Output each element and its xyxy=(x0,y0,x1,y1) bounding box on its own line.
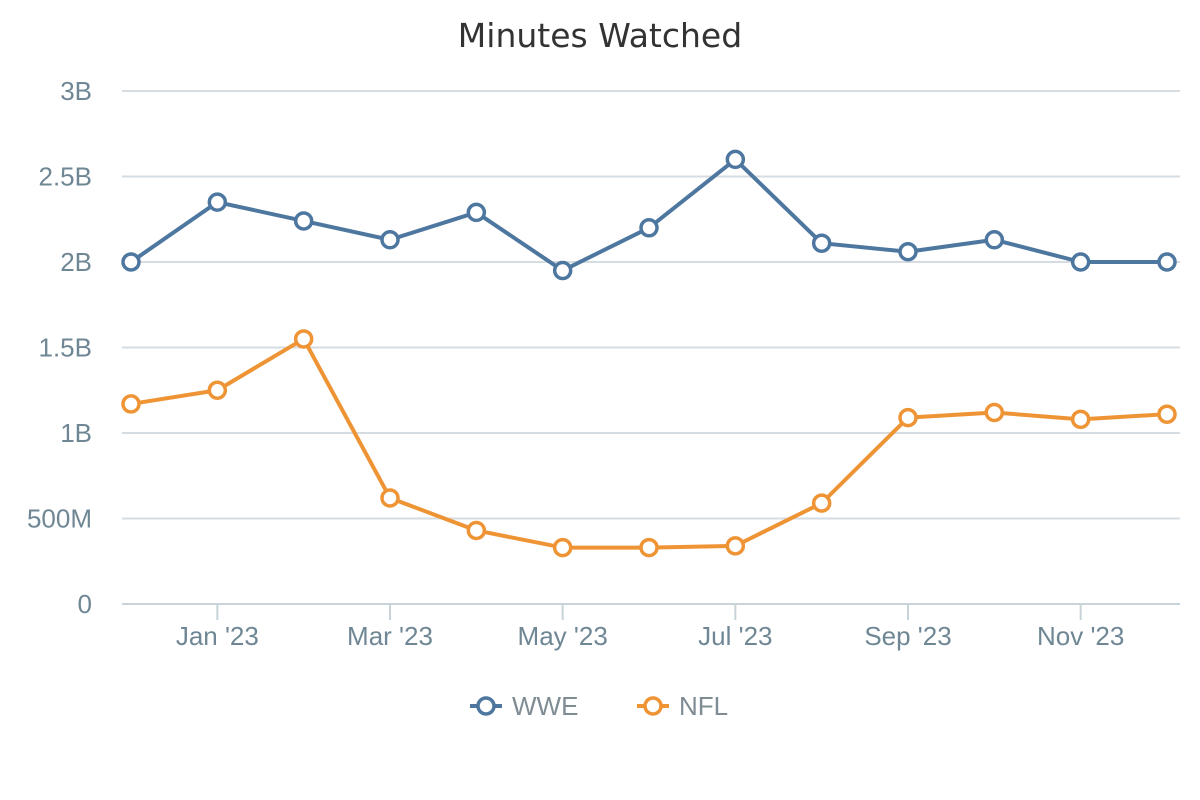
chart-title: Minutes Watched xyxy=(458,16,742,55)
series-nfl xyxy=(121,329,1177,558)
gridlines xyxy=(122,90,1180,520)
y-tick-label: 500M xyxy=(27,504,92,534)
nfl-point[interactable] xyxy=(725,536,746,556)
wwe-point[interactable] xyxy=(898,241,918,262)
nfl-point[interactable] xyxy=(984,402,1005,423)
nfl-point[interactable] xyxy=(466,520,487,541)
wwe-point[interactable] xyxy=(1070,252,1091,272)
y-tick-label: 1.5B xyxy=(39,333,93,363)
wwe-point[interactable] xyxy=(1157,252,1177,272)
nfl-line xyxy=(129,336,1169,550)
legend-label: NFL xyxy=(679,691,728,721)
nfl-point[interactable] xyxy=(811,493,832,513)
y-tick-label: 3B xyxy=(60,76,92,106)
nfl-point[interactable] xyxy=(380,488,400,508)
legend-label: WWE xyxy=(512,691,578,721)
wwe-point[interactable] xyxy=(811,233,832,253)
x-tick-label: Jul '23 xyxy=(698,621,772,651)
nfl-point[interactable] xyxy=(552,537,573,558)
wwe-point[interactable] xyxy=(293,211,314,231)
x-tick-label: Nov '23 xyxy=(1037,621,1124,651)
legend-marker-icon xyxy=(476,696,496,716)
x-tick-label: Jan '23 xyxy=(176,621,259,651)
legend-marker-icon xyxy=(643,696,663,716)
nfl-point[interactable] xyxy=(639,537,659,558)
series-lines xyxy=(121,149,1177,558)
nfl-point[interactable] xyxy=(1070,409,1091,430)
nfl-point[interactable] xyxy=(898,407,918,428)
legend[interactable]: WWE NFL xyxy=(470,691,728,721)
x-tick-label: Sep '23 xyxy=(864,621,951,651)
wwe-point[interactable] xyxy=(207,192,228,212)
wwe-point[interactable] xyxy=(466,202,487,223)
wwe-point[interactable] xyxy=(725,149,746,170)
y-tick-label: 2B xyxy=(60,247,92,277)
legend-item-wwe[interactable]: WWE xyxy=(470,691,578,721)
nfl-point[interactable] xyxy=(293,329,314,349)
wwe-point[interactable] xyxy=(380,230,400,250)
legend-item-nfl[interactable]: NFL xyxy=(637,691,728,721)
y-tick-label: 2.5B xyxy=(39,162,93,192)
x-tick-label: May '23 xyxy=(518,621,608,651)
series-wwe xyxy=(121,149,1177,281)
nfl-point[interactable] xyxy=(207,380,228,400)
nfl-point[interactable] xyxy=(1157,404,1177,424)
wwe-point[interactable] xyxy=(552,260,573,281)
wwe-point[interactable] xyxy=(121,252,141,272)
wwe-point[interactable] xyxy=(984,230,1005,250)
y-tick-label: 0 xyxy=(78,589,92,619)
x-tick-label: Mar '23 xyxy=(347,621,433,651)
y-tick-label: 1B xyxy=(60,418,92,448)
y-axis-ticks: 0 500M 1B 1.5B 2B 2.5B 3B xyxy=(27,76,92,619)
wwe-point[interactable] xyxy=(639,218,659,238)
x-axis: Jan '23 Mar '23 May '23 Jul '23 Sep '23 Nov '… xyxy=(122,603,1180,651)
nfl-point[interactable] xyxy=(121,394,141,414)
